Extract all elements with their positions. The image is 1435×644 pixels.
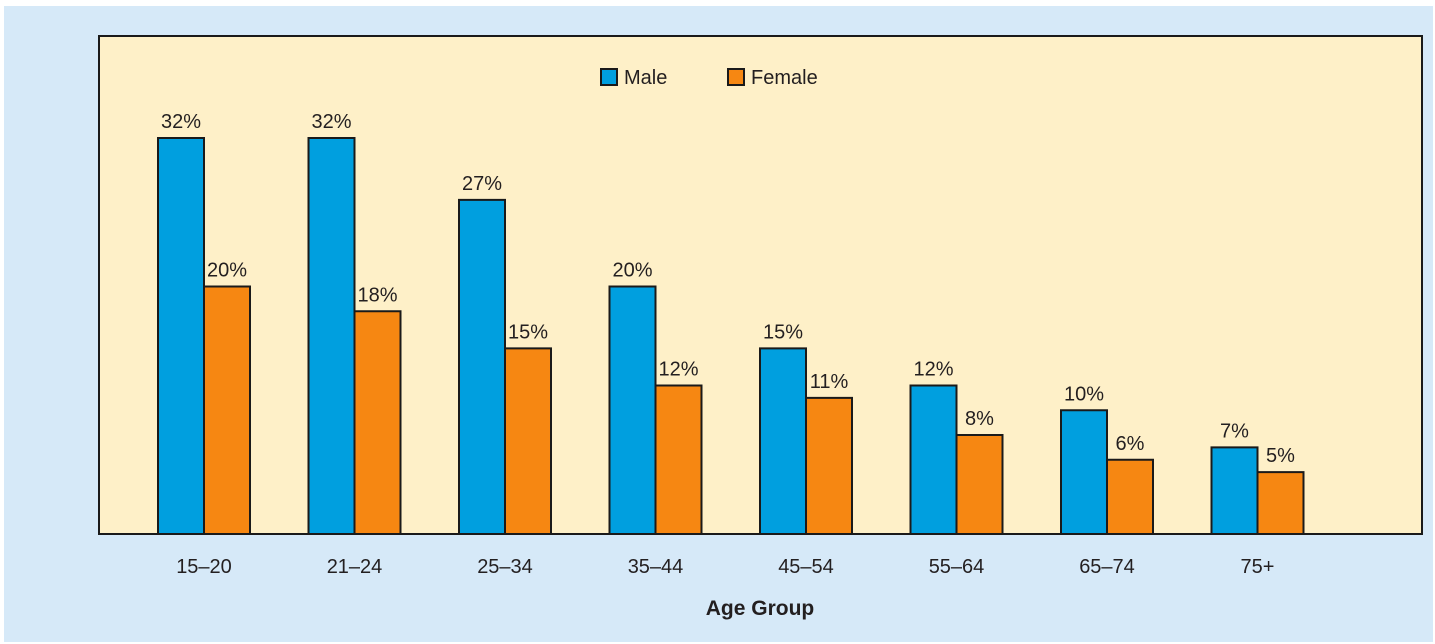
bar-male-0 (157, 137, 205, 535)
value-label-female-3: 12% (658, 359, 698, 381)
x-tick-label-6: 65–74 (1079, 556, 1135, 578)
x-axis-label: Age Group (706, 597, 815, 620)
value-label-male-3: 20% (612, 260, 652, 282)
bar-male-5 (909, 384, 958, 535)
legend-label-female: Female (751, 67, 818, 89)
value-label-male-2: 27% (462, 173, 502, 195)
bar-male-4 (759, 347, 807, 535)
chart-frame: Male Female 32% 20% 32% 18% 27% 15% 20% 12% 15% 1… (4, 6, 1433, 642)
value-label-male-4: 15% (763, 321, 803, 343)
bar-male-1 (307, 137, 356, 535)
value-label-female-4: 11% (810, 371, 849, 393)
value-label-male-0: 32% (161, 111, 201, 133)
bar-female-7 (1256, 471, 1305, 535)
bar-male-7 (1210, 446, 1259, 535)
bar-female-0 (203, 285, 251, 535)
x-tick-label-4: 45–54 (778, 556, 834, 578)
legend-label-male: Male (624, 67, 667, 89)
value-label-female-6: 6% (1116, 433, 1145, 455)
value-label-male-1: 32% (311, 111, 351, 133)
value-label-male-7: 7% (1220, 420, 1249, 442)
value-label-female-0: 20% (207, 260, 247, 282)
bar-female-2 (504, 347, 552, 535)
x-tick-label-2: 25–34 (477, 556, 533, 578)
bar-male-6 (1060, 409, 1108, 535)
x-tick-label-3: 35–44 (628, 556, 684, 578)
legend: Male Female (600, 67, 818, 89)
legend-swatch-male (600, 68, 618, 86)
bar-male-3 (608, 285, 657, 535)
value-label-female-5: 8% (965, 408, 994, 430)
bar-female-4 (805, 396, 853, 535)
bar-male-2 (458, 198, 506, 535)
value-label-female-1: 18% (357, 284, 397, 306)
value-label-male-6: 10% (1064, 383, 1104, 405)
x-tick-label-7: 75+ (1241, 556, 1275, 578)
legend-swatch-female (727, 68, 745, 86)
value-label-female-2: 15% (508, 321, 548, 343)
x-tick-label-5: 55–64 (929, 556, 985, 578)
bar-female-5 (955, 434, 1004, 535)
bar-chart: Male Female 32% 20% 32% 18% 27% 15% 20% 12% 15% 1… (98, 35, 1423, 620)
value-label-male-5: 12% (913, 359, 953, 381)
bar-female-3 (654, 384, 703, 535)
bar-female-6 (1106, 458, 1154, 535)
bar-female-1 (353, 310, 402, 535)
x-tick-label-0: 15–20 (176, 556, 232, 578)
x-tick-label-1: 21–24 (327, 556, 383, 578)
value-label-female-7: 5% (1266, 445, 1295, 467)
